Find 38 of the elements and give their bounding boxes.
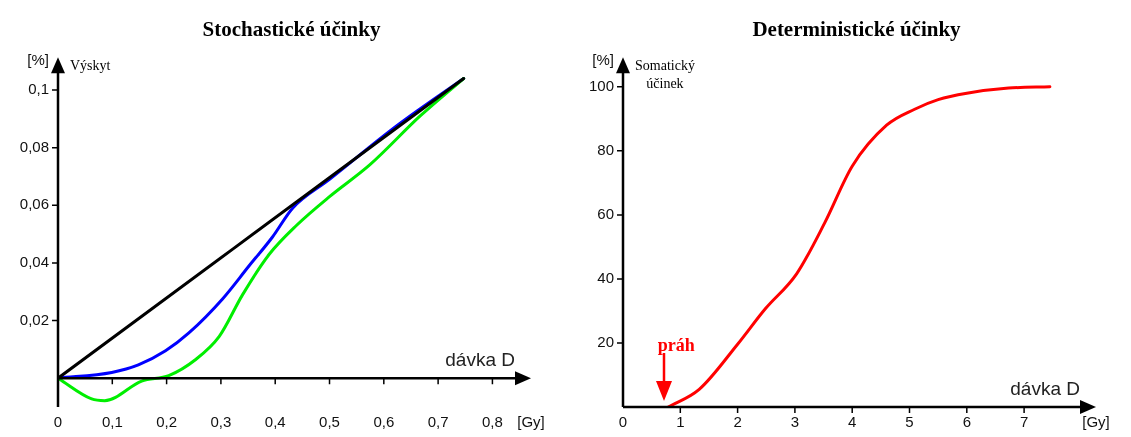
y-tick-label: 0,08: [19, 137, 49, 155]
y-tick-label: 0,02: [19, 310, 49, 328]
y-tick-label: [%]: [592, 51, 614, 69]
y-tick-label: 60: [597, 205, 614, 223]
y-tick-label: 40: [597, 269, 614, 287]
x-tick-label: 0: [618, 412, 628, 430]
x-tick-label: [Gy]: [517, 412, 545, 430]
x-axis-title: dávka D: [1010, 377, 1080, 399]
x-tick-label: 0,2: [156, 412, 178, 430]
x-tick-label: 0,6: [373, 412, 395, 430]
x-tick-label: 7: [1019, 412, 1029, 430]
y-tick-label: 0,04: [19, 253, 49, 271]
y-tick-label: 0,1: [28, 80, 49, 98]
x-tick-label: 3: [790, 412, 800, 430]
y-tick-label: 100: [588, 76, 614, 94]
y-axis-title: Somatický účinek: [635, 57, 695, 91]
y-tick-label: 20: [597, 333, 614, 351]
y-tick-label: 0,06: [19, 195, 49, 213]
x-axis-title: dávka D: [445, 348, 515, 370]
x-tick-label: 1: [676, 412, 685, 430]
x-tick-label: [Gy]: [1082, 412, 1110, 430]
x-tick-label: 5: [905, 412, 914, 430]
x-tick-label: 6: [962, 412, 971, 430]
chart-title: Deterministické účinky: [752, 17, 962, 42]
x-tick-label: 0,5: [319, 412, 340, 430]
y-axis-title: Výskyt: [70, 57, 111, 73]
x-tick-label: 4: [848, 412, 857, 430]
x-tick-label: 0: [53, 412, 63, 430]
x-tick-label: 0,7: [427, 412, 449, 430]
x-tick-label: 0,4: [264, 412, 286, 430]
x-tick-label: 0,3: [210, 412, 232, 430]
x-tick-label: 0,1: [101, 412, 123, 430]
chart-title: Stochastické účinky: [202, 17, 381, 42]
x-tick-label: 2: [733, 412, 742, 430]
x-tick-label: 0,8: [481, 412, 503, 430]
y-tick-label: 80: [597, 140, 614, 158]
annotation: práh: [657, 334, 695, 355]
y-tick-label: [%]: [27, 51, 49, 69]
